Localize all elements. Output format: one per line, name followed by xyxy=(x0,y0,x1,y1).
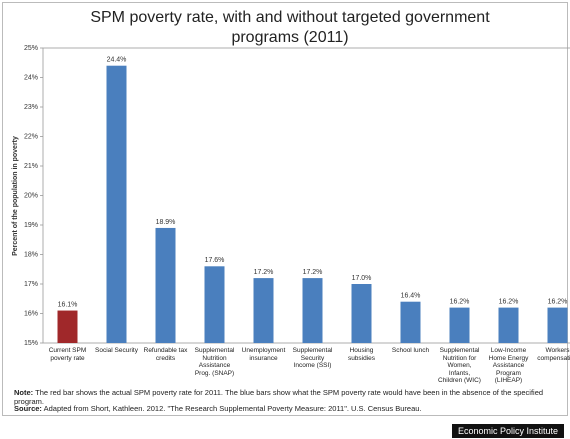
value-label: 16.2% xyxy=(450,298,470,305)
bar xyxy=(351,284,372,343)
frame xyxy=(2,2,568,416)
bar xyxy=(204,266,225,343)
y-tick-label: 17% xyxy=(24,281,38,288)
y-tick-label: 21% xyxy=(24,163,38,170)
x-tick-label: Refundable tax credits xyxy=(143,347,188,362)
bar xyxy=(106,65,127,343)
bar xyxy=(449,307,470,343)
x-tick-label: Housing subsidies xyxy=(347,347,376,362)
y-tick-label: 16% xyxy=(24,310,38,317)
value-label: 17.0% xyxy=(352,275,372,282)
bar xyxy=(155,227,176,343)
value-label: 16.4% xyxy=(401,293,421,300)
bar xyxy=(302,278,323,343)
value-label: 18.9% xyxy=(156,219,176,226)
source-text: Adapted from Short, Kathleen. 2012. "The… xyxy=(43,404,422,413)
note: Note: The red bar shows the actual SPM p… xyxy=(14,388,559,406)
value-label: 17.6% xyxy=(205,257,225,264)
y-tick-label: 20% xyxy=(24,192,38,199)
y-axis-label: Percent of the population in poverty xyxy=(12,136,19,256)
x-tick-label: Supplemental Nutrition for Women, Infant… xyxy=(438,347,481,384)
bar xyxy=(400,301,421,343)
x-tick-label: Current SPM poverty rate xyxy=(48,347,87,362)
x-tick-label: Supplemental Security Income (SSI) xyxy=(292,347,333,369)
source-label: Source: xyxy=(14,404,42,413)
credit: Economic Policy Institute xyxy=(451,424,564,438)
x-tick-label: Low-Income Home Energy Assistance Progra… xyxy=(488,347,529,384)
y-tick-label: 15% xyxy=(24,340,38,347)
source: Source: Adapted from Short, Kathleen. 20… xyxy=(14,404,559,413)
value-label: 16.1% xyxy=(58,301,78,308)
value-label: 16.2% xyxy=(548,298,568,305)
y-tick-label: 24% xyxy=(24,74,38,81)
value-label: 17.2% xyxy=(303,269,323,276)
y-tick-label: 22% xyxy=(24,133,38,140)
y-tick-label: 23% xyxy=(24,104,38,111)
bar xyxy=(498,307,519,343)
note-label: Note: xyxy=(14,388,34,397)
x-tick-label: Social Security xyxy=(95,347,138,354)
value-label: 17.2% xyxy=(254,269,274,276)
value-label: 16.2% xyxy=(499,298,519,305)
x-tick-label: Supplemental Nutrition Assistance Prog. … xyxy=(194,347,235,377)
bar xyxy=(253,278,274,343)
x-tick-label: School lunch xyxy=(391,347,430,354)
x-tick-label: Workers compensation xyxy=(537,347,570,362)
x-tick-label: Unemployment insurance xyxy=(241,347,286,362)
y-tick-label: 19% xyxy=(24,222,38,229)
bar xyxy=(57,310,78,343)
y-tick-label: 25% xyxy=(24,45,38,52)
bar xyxy=(547,307,568,343)
chart-title: SPM poverty rate, with and without targe… xyxy=(90,9,490,46)
y-tick-label: 18% xyxy=(24,251,38,258)
value-label: 24.4% xyxy=(107,57,127,64)
note-text: The red bar shows the actual SPM poverty… xyxy=(14,388,544,406)
